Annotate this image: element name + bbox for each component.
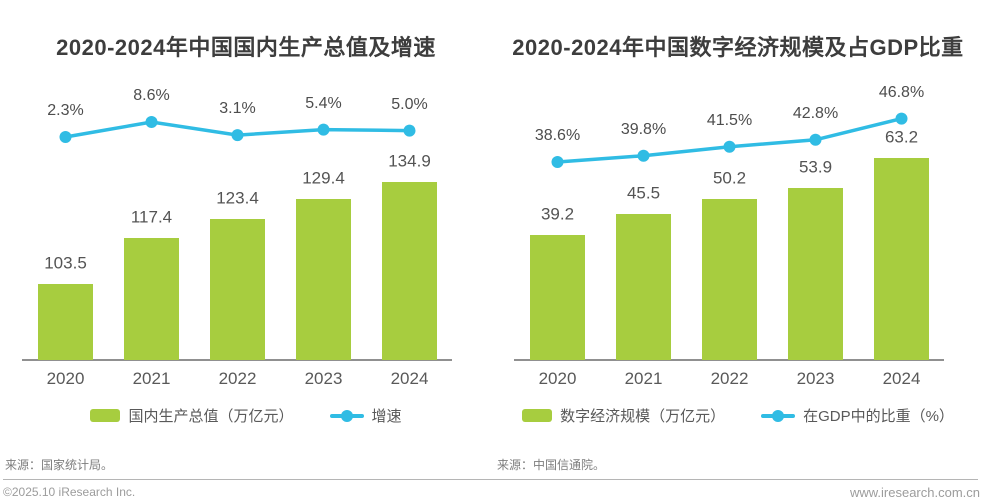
line-value-label-2024: 5.0% xyxy=(391,95,428,113)
line-point-2023 xyxy=(809,133,822,146)
x-tick-2024: 2024 xyxy=(882,369,921,388)
line-point-2021 xyxy=(637,149,650,162)
line-value-label-2024: 46.8% xyxy=(878,83,925,101)
digital-economy-chart-legend: 数字经济规模（万亿元） 在GDP中的比重（%） xyxy=(492,405,984,426)
bar-legend-swatch-icon xyxy=(522,409,553,422)
x-tick-2023: 2023 xyxy=(796,369,835,388)
bar-value-label-2022: 123.4 xyxy=(216,188,259,208)
digital-economy-chart-section: 2020-2024年中国数字经济规模及占GDP比重 39.2 38.6% 2020 4… xyxy=(492,0,984,500)
line-value-label-2023: 42.8% xyxy=(792,104,839,122)
line-value-label-2021: 8.6% xyxy=(133,87,170,105)
bar-value-label-2020: 103.5 xyxy=(44,253,87,273)
x-tick-2021: 2021 xyxy=(132,369,171,388)
legend-item-gdp-bars: 国内生产总值（万亿元） xyxy=(90,405,294,426)
bar-2024 xyxy=(874,157,929,360)
footer-divider xyxy=(3,479,978,480)
trend-line-path xyxy=(557,116,902,164)
bar-value-label-2022: 50.2 xyxy=(712,168,747,188)
bar-value-label-2021: 45.5 xyxy=(626,183,661,203)
bar-value-label-2024: 134.9 xyxy=(388,151,431,171)
legend-item-digital-economy-bars: 数字经济规模（万亿元） xyxy=(522,405,725,426)
line-value-label-2020: 38.6% xyxy=(534,127,581,145)
line-point-2023 xyxy=(317,123,330,136)
legend-label-gdp-bars: 国内生产总值（万亿元） xyxy=(128,408,294,425)
bar-2023 xyxy=(788,187,843,360)
line-legend-dot-icon xyxy=(340,409,353,422)
x-tick-2024: 2024 xyxy=(390,369,429,388)
bar-legend-swatch-icon xyxy=(90,409,121,422)
x-tick-2023: 2023 xyxy=(304,369,343,388)
legend-item-growth-line: 增速 xyxy=(329,405,402,426)
x-tick-2022: 2022 xyxy=(710,369,749,388)
line-point-2024 xyxy=(895,112,908,125)
bar-2021 xyxy=(124,238,179,360)
line-point-2022 xyxy=(723,140,736,153)
bar-2021 xyxy=(616,214,671,360)
bar-2020 xyxy=(530,234,585,360)
trend-line xyxy=(59,116,416,143)
x-axis-line xyxy=(22,359,452,361)
line-legend-swatch-icon xyxy=(329,409,364,422)
bar-value-label-2021: 117.4 xyxy=(130,207,173,227)
x-tick-2022: 2022 xyxy=(218,369,257,388)
line-legend-swatch-icon xyxy=(761,409,796,422)
line-value-label-2022: 3.1% xyxy=(219,100,256,118)
x-tick-2020: 2020 xyxy=(538,369,577,388)
x-tick-2020: 2020 xyxy=(46,369,85,388)
bar-2022 xyxy=(702,199,757,360)
line-point-2024 xyxy=(403,124,416,137)
gdp-chart-source: 来源：国家统计局。 xyxy=(5,458,114,472)
line-point-2020 xyxy=(551,156,564,168)
trend-line xyxy=(551,112,908,168)
bar-2024 xyxy=(382,181,437,360)
line-legend-dot-icon xyxy=(772,409,785,422)
line-value-label-2022: 41.5% xyxy=(706,111,753,129)
line-value-label-2023: 5.4% xyxy=(305,94,342,112)
x-axis-line xyxy=(514,359,944,361)
digital-economy-chart-title: 2020-2024年中国数字经济规模及占GDP比重 xyxy=(512,35,964,60)
line-value-label-2021: 39.8% xyxy=(620,120,667,138)
bar-2023 xyxy=(296,199,351,360)
bar-value-label-2023: 129.4 xyxy=(302,168,345,188)
legend-label-gdp-share-line: 在GDP中的比重（%） xyxy=(803,408,954,425)
bar-2020 xyxy=(38,283,93,360)
x-tick-2021: 2021 xyxy=(624,369,663,388)
bar-value-label-2020: 39.2 xyxy=(540,204,575,224)
footer-website: www.iresearch.com.cn xyxy=(849,485,980,500)
bar-2022 xyxy=(210,218,265,360)
digital-economy-chart-plot: 39.2 38.6% 2020 45.5 39.8% 2021 50.2 41.5% 2022 5… xyxy=(492,0,984,500)
legend-label-digital-economy-bars: 数字经济规模（万亿元） xyxy=(560,408,726,425)
gdp-chart-plot: 103.5 2.3% 2020 117.4 8.6% 2021 123.4 3.1% 2022 1… xyxy=(0,0,492,500)
line-point-2021 xyxy=(145,116,158,128)
gdp-chart-legend: 国内生产总值（万亿元） 增速 xyxy=(0,405,492,426)
footer-copyright: ©2025.10 iResearch Inc. xyxy=(3,485,136,499)
line-value-label-2020: 2.3% xyxy=(47,102,84,120)
bar-value-label-2024: 63.2 xyxy=(884,127,919,147)
digital-economy-chart-source: 来源：中国信通院。 xyxy=(497,458,606,472)
legend-item-gdp-share-line: 在GDP中的比重（%） xyxy=(761,405,954,426)
line-point-2020 xyxy=(59,131,72,143)
bar-value-label-2023: 53.9 xyxy=(798,157,833,177)
legend-label-growth-line: 增速 xyxy=(371,408,402,425)
gdp-chart-title: 2020-2024年中国国内生产总值及增速 xyxy=(56,35,436,60)
gdp-chart-section: 2020-2024年中国国内生产总值及增速 103.5 2.3% 2020 117.4… xyxy=(0,0,492,500)
line-point-2022 xyxy=(231,129,244,142)
